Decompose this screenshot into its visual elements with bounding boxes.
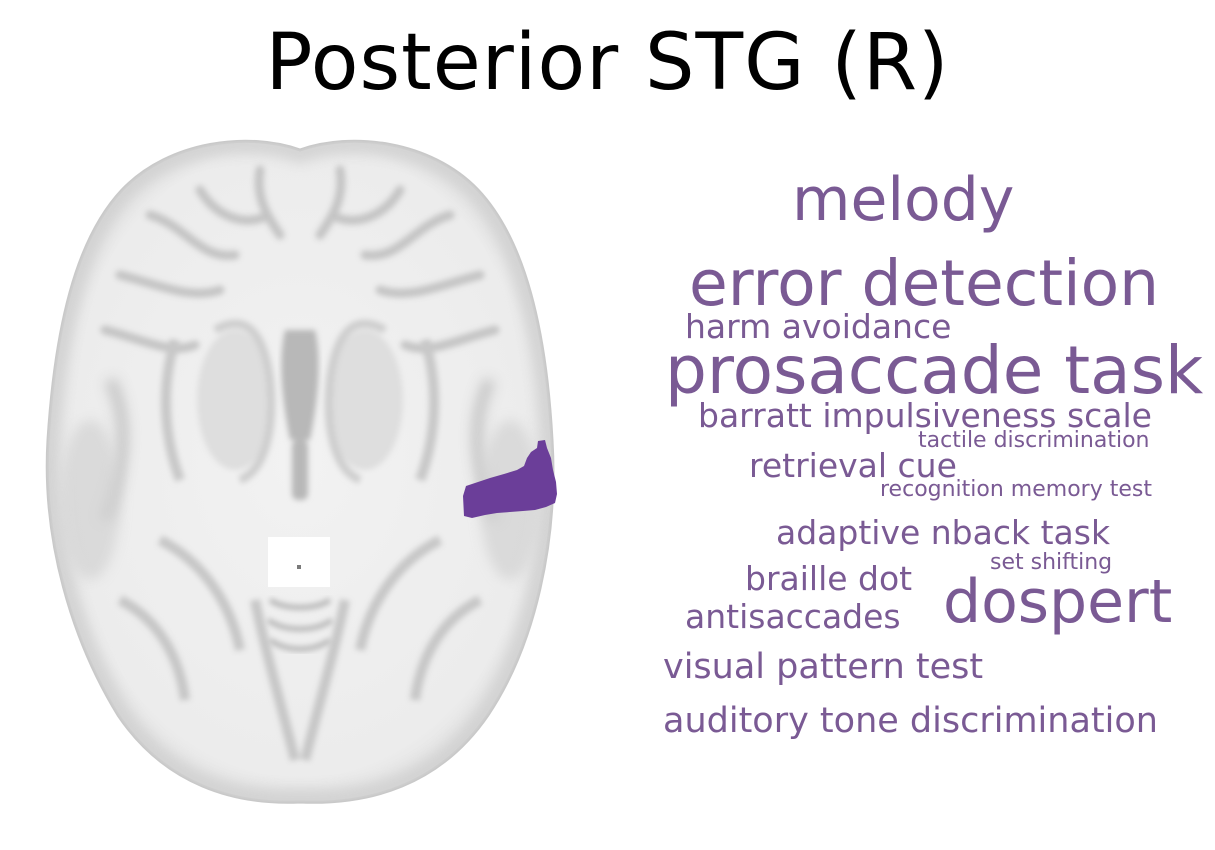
- term-barratt-impulsiveness-scale: barratt impulsiveness scale: [698, 396, 1152, 435]
- term-set-shifting: set shifting: [990, 550, 1113, 575]
- brain-axial-slice: [45, 139, 557, 804]
- term-prosaccade-task: prosaccade task: [665, 332, 1204, 409]
- brain-internal-structure: [47, 141, 553, 803]
- term-braille-dot: braille dot: [745, 559, 913, 598]
- term-dospert: dospert: [943, 567, 1173, 637]
- term-visual-pattern-test: visual pattern test: [663, 647, 984, 687]
- term-retrieval-cue: retrieval cue: [749, 446, 957, 485]
- highlighted-region: [463, 440, 557, 518]
- figure-title: Posterior STG (R): [265, 18, 950, 108]
- term-recognition-memory-test: recognition memory test: [880, 477, 1152, 502]
- term-melody: melody: [792, 165, 1015, 235]
- term-error-detection: error detection: [689, 247, 1160, 320]
- term-auditory-tone-discrimination: auditory tone discrimination: [663, 701, 1158, 741]
- term-adaptive-nback-task: adaptive nback task: [776, 513, 1111, 552]
- midline-marker: [268, 537, 330, 587]
- term-tactile-discrimination: tactile discrimination: [918, 428, 1150, 453]
- term-harm-avoidance: harm avoidance: [685, 307, 952, 346]
- term-antisaccades: antisaccades: [685, 597, 901, 636]
